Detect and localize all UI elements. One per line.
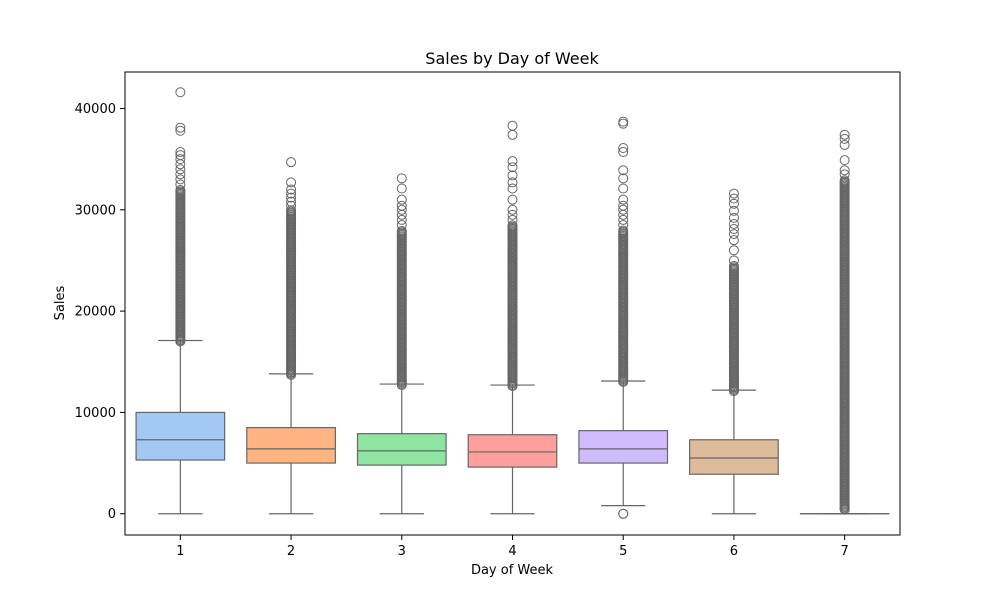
outlier-point — [840, 156, 849, 165]
outlier-point — [729, 256, 738, 265]
outlier-point — [508, 157, 517, 166]
box-group-day-6 — [690, 189, 779, 514]
y-tick-label: 20000 — [75, 305, 116, 320]
outlier-point — [176, 170, 185, 179]
y-tick-label: 0 — [108, 507, 116, 522]
chart-title: Sales by Day of Week — [425, 49, 599, 68]
outliers — [397, 174, 406, 390]
outlier-point — [619, 195, 628, 204]
iqr-box — [468, 435, 557, 467]
outlier-point — [619, 509, 628, 518]
iqr-box — [136, 412, 225, 460]
box-group-day-4 — [468, 121, 557, 514]
outliers — [176, 88, 185, 346]
x-tick-label: 5 — [619, 544, 627, 559]
x-tick-label: 7 — [841, 544, 849, 559]
iqr-box — [358, 434, 447, 465]
outlier-point — [508, 205, 517, 214]
outlier-point — [619, 220, 628, 229]
x-tick-label: 6 — [730, 544, 738, 559]
outlier-point — [729, 194, 738, 203]
outlier-point — [397, 184, 406, 193]
outlier-point — [729, 230, 738, 239]
outlier-point — [176, 165, 185, 174]
outlier-point — [397, 215, 406, 224]
x-tick-label: 3 — [398, 544, 406, 559]
outlier-point — [729, 206, 738, 215]
outlier-point — [619, 119, 628, 128]
x-tick-label: 2 — [287, 544, 295, 559]
outlier-point — [287, 158, 296, 167]
outlier-point — [619, 184, 628, 193]
outliers — [508, 121, 517, 390]
outlier-point — [397, 210, 406, 219]
outlier-point — [508, 130, 517, 139]
x-tick-label: 1 — [176, 544, 184, 559]
outliers — [840, 130, 849, 514]
iqr-box — [579, 431, 668, 463]
outlier-point — [619, 117, 628, 126]
box-group-day-7 — [800, 130, 889, 514]
box-group-day-2 — [247, 158, 336, 514]
x-axis-label: Day of Week — [471, 563, 554, 578]
box-group-day-1 — [136, 88, 225, 514]
outlier-point — [508, 121, 517, 130]
outlier-point — [508, 210, 517, 219]
outlier-point — [508, 178, 517, 187]
y-tick-label: 40000 — [75, 102, 116, 117]
x-tick-label: 4 — [508, 544, 516, 559]
outlier-point — [619, 215, 628, 224]
box-group-day-3 — [358, 174, 447, 514]
box-group-day-5 — [579, 117, 668, 518]
outlier-point — [619, 210, 628, 219]
axes: 0 10000 20000 30000 40000 1 2 3 4 5 6 7 — [75, 72, 900, 559]
outliers — [729, 189, 738, 396]
plot-area — [136, 88, 889, 518]
outlier-point — [176, 180, 185, 189]
iqr-box — [247, 428, 336, 463]
y-tick-label: 30000 — [75, 203, 116, 218]
y-tick-label: 10000 — [75, 406, 116, 421]
y-axis-label: Sales — [53, 285, 68, 320]
outlier-point — [176, 88, 185, 97]
iqr-box — [690, 440, 779, 474]
outlier-point — [729, 225, 738, 234]
outlier-point — [729, 189, 738, 198]
outlier-point — [176, 175, 185, 184]
outlier-point — [508, 195, 517, 204]
outliers — [287, 158, 296, 380]
outlier-point — [176, 160, 185, 169]
outlier-point — [397, 174, 406, 183]
outlier-point — [729, 213, 738, 222]
outlier-point — [287, 178, 296, 187]
outlier-point — [729, 199, 738, 208]
outlier-point — [397, 195, 406, 204]
outlier-point — [729, 246, 738, 255]
